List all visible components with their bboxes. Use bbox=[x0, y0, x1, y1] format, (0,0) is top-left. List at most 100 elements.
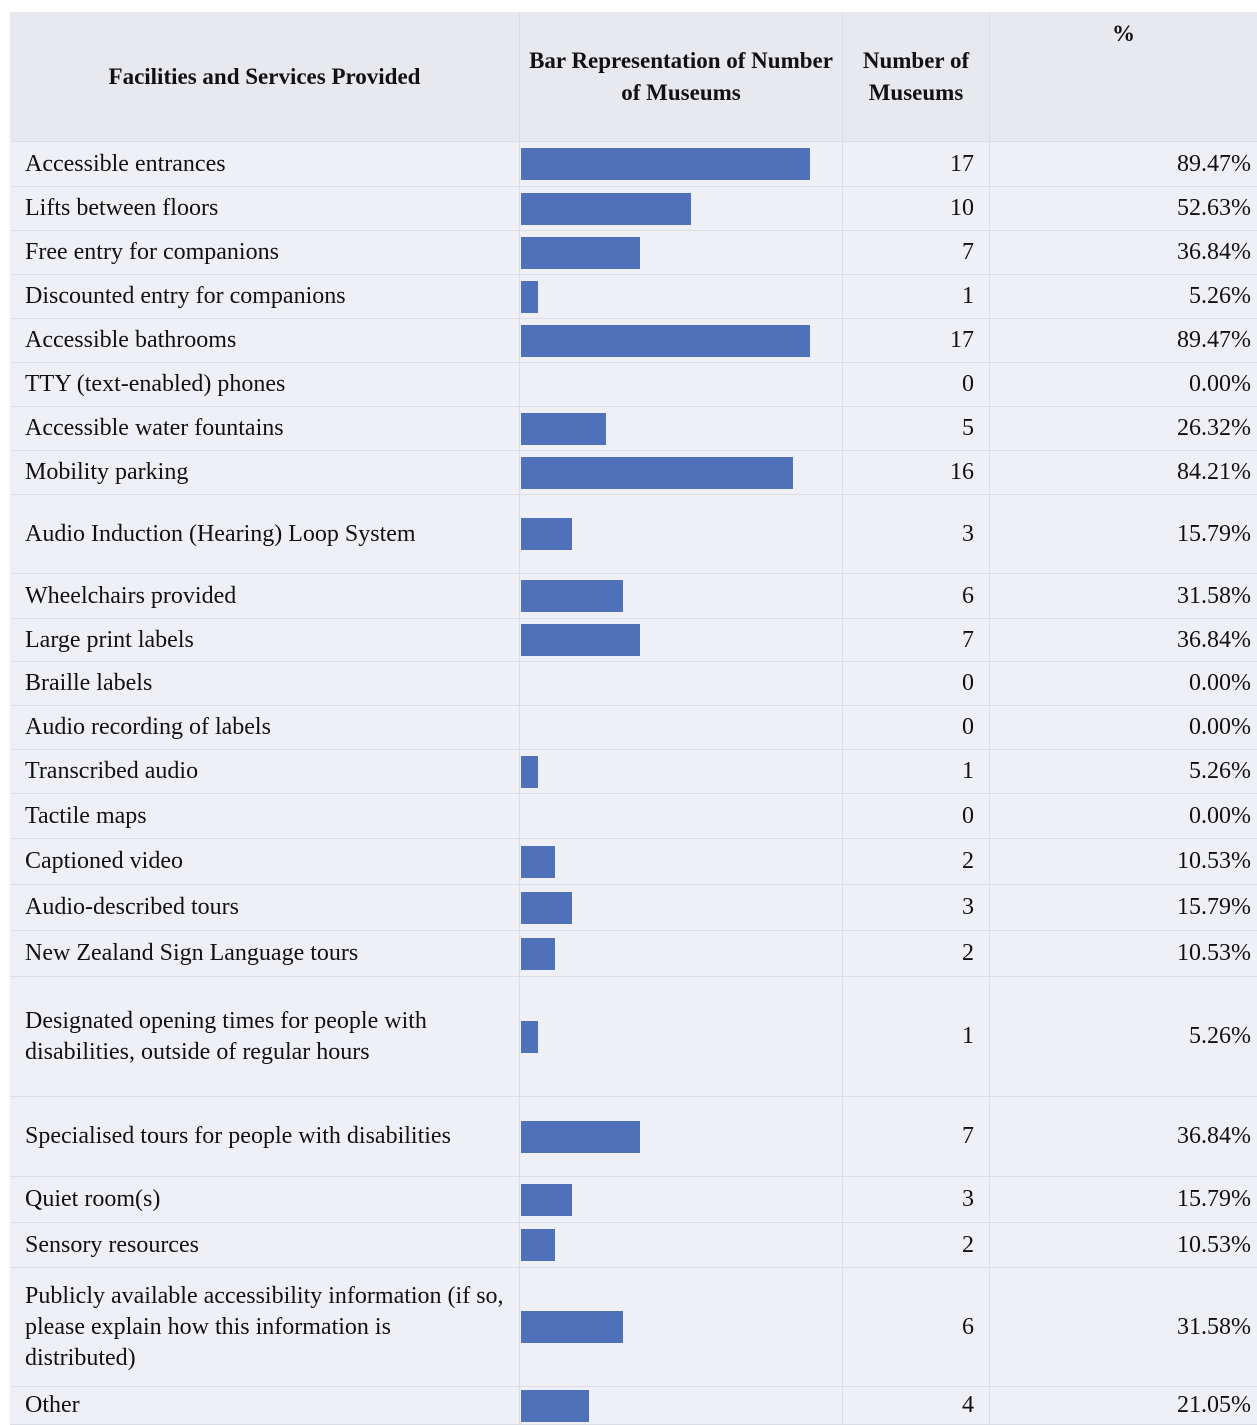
row-label: Accessible water fountains bbox=[10, 407, 520, 450]
bar bbox=[521, 324, 810, 357]
bar bbox=[521, 412, 606, 445]
row-label: Sensory resources bbox=[10, 1223, 520, 1267]
row-label: Free entry for companions bbox=[10, 231, 520, 274]
bar bbox=[521, 937, 555, 970]
header-row: Facilities and Services Provided Bar Rep… bbox=[10, 12, 1257, 142]
bar-cell bbox=[520, 839, 843, 884]
table-row: New Zealand Sign Language tours 2 10.53% bbox=[10, 931, 1257, 977]
bar-cell bbox=[520, 142, 843, 186]
table-row: Tactile maps 0 0.00% bbox=[10, 794, 1257, 839]
row-label: Publicly available accessibility informa… bbox=[10, 1268, 520, 1386]
table-row: Large print labels 7 36.84% bbox=[10, 619, 1257, 662]
header-cell: Bar Representation of Number of Museums bbox=[520, 12, 843, 141]
bar-cell bbox=[520, 574, 843, 618]
row-label: Audio-described tours bbox=[10, 885, 520, 930]
bar-cell bbox=[520, 451, 843, 494]
table-row: Other 4 21.05% bbox=[10, 1387, 1257, 1425]
bar-cell bbox=[520, 407, 843, 450]
table-row: Wheelchairs provided 6 31.58% bbox=[10, 574, 1257, 619]
table-row: Mobility parking 16 84.21% bbox=[10, 451, 1257, 495]
row-label: Transcribed audio bbox=[10, 750, 520, 793]
percent: 10.53% bbox=[1177, 940, 1251, 966]
bar-cell bbox=[520, 885, 843, 930]
percent: 89.47% bbox=[1177, 150, 1251, 177]
row-label: Accessible bathrooms bbox=[10, 319, 520, 362]
count: 6 bbox=[843, 1268, 990, 1386]
bar-cell bbox=[520, 1223, 843, 1267]
bar bbox=[521, 1020, 538, 1053]
percent: 10.53% bbox=[1177, 848, 1251, 874]
bar-cell bbox=[520, 231, 843, 274]
count: 0 bbox=[843, 706, 990, 749]
bar bbox=[521, 280, 538, 313]
percent: 0.00% bbox=[1189, 670, 1251, 696]
percent: 52.63% bbox=[1177, 195, 1251, 221]
table-row: Accessible water fountains 5 26.32% bbox=[10, 407, 1257, 451]
count: 7 bbox=[843, 231, 990, 274]
bar-cell bbox=[520, 1268, 843, 1386]
table-row: Accessible bathrooms 17 89.47% bbox=[10, 319, 1257, 363]
count: 4 bbox=[843, 1387, 990, 1424]
percent: 15.79% bbox=[1177, 894, 1251, 920]
count: 17 bbox=[843, 142, 990, 186]
bar bbox=[521, 1389, 589, 1422]
table-row: Braille labels 0 0.00% bbox=[10, 662, 1257, 706]
count: 1 bbox=[843, 275, 990, 318]
table-row: Specialised tours for people with disabi… bbox=[10, 1097, 1257, 1177]
count: 17 bbox=[843, 319, 990, 362]
bar bbox=[521, 192, 691, 225]
table-row: TTY (text-enabled) phones 0 0.00% bbox=[10, 363, 1257, 407]
percent: 15.79% bbox=[1177, 1186, 1251, 1212]
count: 0 bbox=[843, 794, 990, 838]
bar-cell bbox=[520, 794, 843, 838]
row-label: Large print labels bbox=[10, 619, 520, 661]
bar bbox=[521, 1183, 572, 1216]
percent: 21.05% bbox=[1177, 1392, 1251, 1418]
bar-cell bbox=[520, 706, 843, 749]
bar bbox=[521, 891, 572, 924]
bar bbox=[521, 1311, 623, 1343]
percent: 36.84% bbox=[1177, 626, 1251, 653]
table-row: Discounted entry for companions 1 5.26% bbox=[10, 275, 1257, 319]
row-label: Wheelchairs provided bbox=[10, 574, 520, 618]
count: 0 bbox=[843, 662, 990, 705]
percent: 10.53% bbox=[1177, 1231, 1251, 1258]
table-row: Audio Induction (Hearing) Loop System 3 15… bbox=[10, 495, 1257, 574]
row-label: TTY (text-enabled) phones bbox=[10, 363, 520, 406]
bar bbox=[521, 755, 538, 788]
count: 3 bbox=[843, 885, 990, 930]
row-label: Captioned video bbox=[10, 839, 520, 884]
table-row: Captioned video 2 10.53% bbox=[10, 839, 1257, 885]
row-label: Accessible entrances bbox=[10, 142, 520, 186]
table-row: Free entry for companions 7 36.84% bbox=[10, 231, 1257, 275]
bar bbox=[521, 148, 810, 180]
percent: 15.79% bbox=[1177, 520, 1251, 547]
count: 5 bbox=[843, 407, 990, 450]
percent: 0.00% bbox=[1189, 371, 1251, 397]
row-label: Tactile maps bbox=[10, 794, 520, 838]
count: 1 bbox=[843, 977, 990, 1096]
row-label: Lifts between floors bbox=[10, 187, 520, 230]
count: 2 bbox=[843, 931, 990, 976]
percent: 31.58% bbox=[1177, 1313, 1251, 1340]
percent: 31.58% bbox=[1177, 582, 1251, 609]
count: 16 bbox=[843, 451, 990, 494]
table-row: Audio-described tours 3 15.79% bbox=[10, 885, 1257, 931]
bar-cell bbox=[520, 495, 843, 573]
bar bbox=[521, 580, 623, 612]
bar-cell bbox=[520, 1177, 843, 1222]
bar-cell bbox=[520, 319, 843, 362]
bar-cell bbox=[520, 977, 843, 1096]
count: 2 bbox=[843, 839, 990, 884]
bar bbox=[521, 845, 555, 878]
count: 3 bbox=[843, 1177, 990, 1222]
table-row: Accessible entrances 17 89.47% bbox=[10, 142, 1257, 187]
count: 2 bbox=[843, 1223, 990, 1267]
bar-cell bbox=[520, 619, 843, 661]
header-cell: Facilities and Services Provided bbox=[10, 12, 520, 141]
table-row: Audio recording of labels 0 0.00% bbox=[10, 706, 1257, 750]
count: 6 bbox=[843, 574, 990, 618]
bar-cell bbox=[520, 363, 843, 406]
count: 10 bbox=[843, 187, 990, 230]
